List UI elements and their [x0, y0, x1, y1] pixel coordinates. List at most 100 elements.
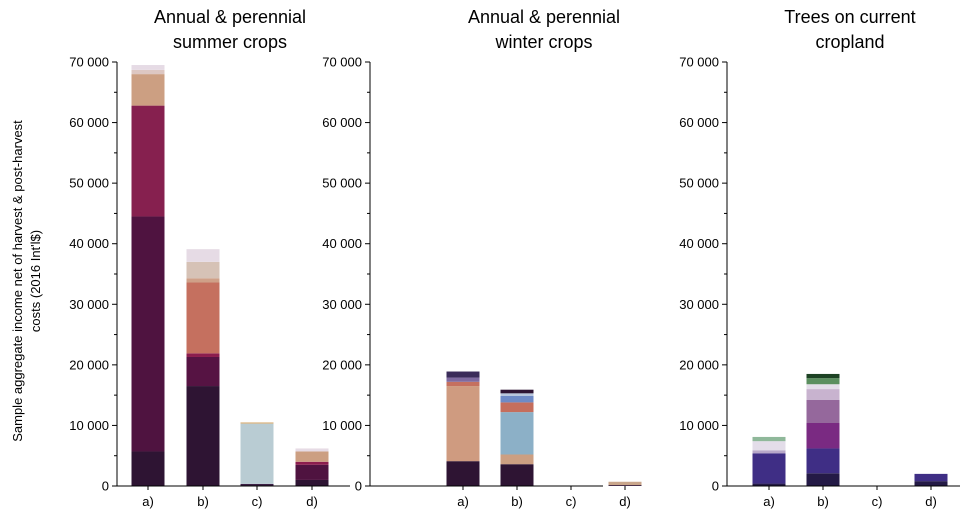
bar-d — [608, 481, 642, 486]
x-tick-label: a) — [763, 494, 775, 509]
bar-a — [752, 436, 786, 486]
bar-segment — [806, 448, 840, 474]
bar-segment — [752, 453, 786, 484]
bar-segment — [500, 389, 534, 394]
bar-c — [240, 422, 274, 486]
y-tick-label: 30 000 — [679, 297, 719, 312]
y-axis-label: Sample aggregate income net of harvest &… — [10, 120, 43, 442]
panel-1: Annual & perennial summer crops 0 10 000 20 … — [69, 7, 350, 509]
y-tick-label: 60 000 — [69, 115, 109, 130]
chart-panels: Annual & perennial summer crops 0 10 000 20 … — [69, 7, 960, 509]
bar-segment — [131, 105, 165, 217]
bar-segment — [806, 423, 840, 449]
bar-segment — [806, 384, 840, 390]
y-tick-label: 40 000 — [679, 236, 719, 251]
bar-segment — [131, 69, 165, 75]
bar-segment — [806, 399, 840, 424]
y-tick-label: 60 000 — [322, 115, 362, 130]
bar-segment — [752, 450, 786, 454]
panel-3: Trees on current cropland 0 10 000 20 000 30 … — [679, 7, 960, 509]
bar-segment — [806, 473, 840, 486]
bar-segment — [186, 278, 220, 283]
panel-2: Annual & perennial winter crops 0 10 000 20 … — [322, 7, 642, 509]
y-tick-label: 40 000 — [322, 236, 362, 251]
y-tick-label: 30 000 — [322, 297, 362, 312]
bar-segment — [500, 395, 534, 403]
bar-segment — [446, 386, 480, 462]
bar-segment — [186, 261, 220, 279]
bar-segment — [752, 483, 786, 486]
y-tick-label: 0 — [102, 479, 109, 494]
bar-segment — [131, 216, 165, 452]
y-tick-label: 60 000 — [679, 115, 719, 130]
bar-segment — [500, 454, 534, 465]
bar-segment — [446, 381, 480, 387]
bar-segment — [806, 378, 840, 385]
bar-segment — [131, 451, 165, 486]
bar-segment — [186, 353, 220, 357]
y-tick-label: 0 — [355, 479, 362, 494]
bar-segment — [752, 441, 786, 451]
bar-segment — [295, 461, 329, 465]
y-axis-label-line-1: Sample aggregate income net of harvest &… — [10, 120, 25, 442]
x-tick-label: a) — [457, 494, 469, 509]
bar-segment — [500, 412, 534, 455]
panel-title-line-2: summer crops — [173, 32, 287, 52]
x-tick-label: b) — [197, 494, 209, 509]
bar-segment — [295, 448, 329, 452]
bar-b — [806, 373, 840, 486]
y-tick-label: 30 000 — [69, 297, 109, 312]
bar-segment — [446, 461, 480, 486]
bar-segment — [500, 464, 534, 486]
bar-segment — [500, 402, 534, 413]
bar-segment — [500, 393, 534, 396]
y-axis-label-line-2: costs (2016 Int'l$) — [28, 230, 43, 332]
bar-b — [500, 389, 534, 486]
panel-title-line-2: cropland — [815, 32, 884, 52]
bar-segment — [240, 423, 274, 484]
bar-segment — [186, 386, 220, 486]
x-tick-label: d) — [925, 494, 937, 509]
y-tick-label: 70 000 — [69, 55, 109, 70]
bar-segment — [186, 282, 220, 354]
bar-segment — [186, 356, 220, 387]
panel-title-line-1: Annual & perennial — [468, 7, 620, 27]
x-tick-label: b) — [817, 494, 829, 509]
bar-segment — [446, 377, 480, 382]
bar-segment — [295, 479, 329, 486]
y-tick-label: 10 000 — [322, 418, 362, 433]
bar-segment — [914, 473, 948, 482]
y-tick-label: 20 000 — [322, 357, 362, 372]
x-tick-label: a) — [142, 494, 154, 509]
y-tick-label: 70 000 — [679, 55, 719, 70]
bar-segment — [131, 65, 165, 70]
y-tick-label: 70 000 — [322, 55, 362, 70]
bar-segment — [608, 481, 642, 486]
bar-segment — [186, 249, 220, 262]
bar-segment — [295, 464, 329, 480]
panel-title-line-1: Trees on current — [784, 7, 915, 27]
y-tick-label: 20 000 — [69, 357, 109, 372]
y-tick-label: 10 000 — [679, 418, 719, 433]
bar-segment — [131, 74, 165, 106]
bar-segment — [446, 371, 480, 378]
bar-a — [446, 371, 480, 486]
bar-d — [295, 448, 329, 486]
y-tick-label: 40 000 — [69, 236, 109, 251]
bar-segment — [752, 436, 786, 442]
x-tick-label: b) — [511, 494, 523, 509]
y-tick-label: 50 000 — [322, 176, 362, 191]
bar-a — [131, 65, 165, 486]
x-tick-label: d) — [306, 494, 318, 509]
bar-b — [186, 249, 220, 486]
x-tick-label: d) — [619, 494, 631, 509]
bar-segment — [806, 389, 840, 400]
bar-d — [914, 473, 948, 486]
y-tick-label: 20 000 — [679, 357, 719, 372]
y-tick-label: 10 000 — [69, 418, 109, 433]
bar-segment — [295, 451, 329, 462]
x-tick-label: c) — [566, 494, 577, 509]
panel-title-line-2: winter crops — [494, 32, 592, 52]
bar-segment — [806, 373, 840, 379]
